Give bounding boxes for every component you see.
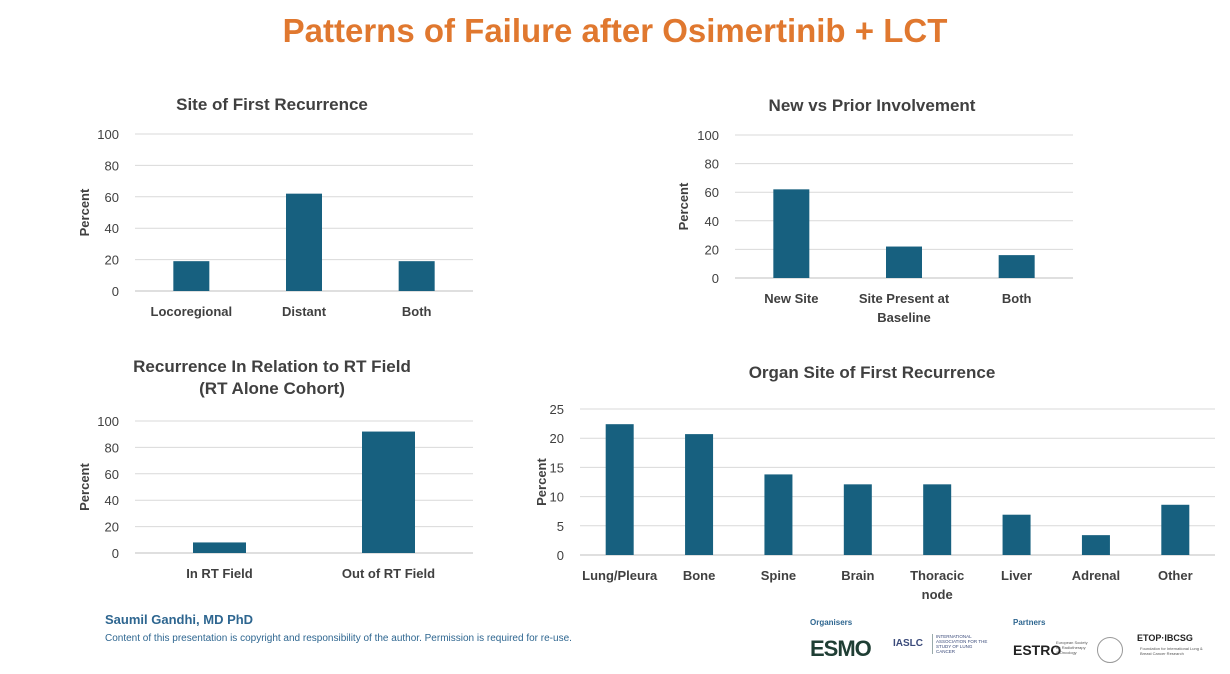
y-tick-label: 0 [557, 548, 564, 563]
bar [1002, 514, 1031, 555]
y-tick-label: 100 [697, 128, 719, 143]
y-tick-label: 60 [105, 467, 119, 482]
category-label: Distant [282, 304, 327, 319]
bar [773, 189, 810, 278]
y-tick-label: 40 [105, 493, 119, 508]
y-tick-label: 80 [705, 157, 719, 172]
y-axis-label: Percent [77, 188, 92, 236]
estro-subtitle: European Society for Radiotherapy & Onco… [1056, 640, 1088, 655]
bar [173, 261, 210, 291]
y-axis-label: Percent [676, 182, 691, 230]
chart-title-line: Recurrence In Relation to RT Field [133, 357, 411, 376]
category-label: Other [1158, 568, 1193, 583]
bar [362, 431, 415, 553]
iaslc-subtitle: INTERNATIONAL ASSOCIATION FOR THE STUDY … [932, 634, 991, 654]
y-tick-label: 40 [105, 221, 119, 236]
organisers-label: Organisers [810, 618, 853, 627]
bar [398, 261, 435, 291]
bar [843, 484, 872, 555]
y-tick-label: 0 [712, 271, 719, 286]
bar [605, 424, 634, 555]
bar [764, 474, 793, 555]
category-label: Locoregional [151, 304, 233, 319]
y-tick-label: 100 [97, 414, 119, 429]
etop-subtitle: Foundation for International Lung & Brea… [1140, 646, 1203, 656]
y-tick-label: 25 [550, 402, 564, 417]
y-tick-label: 80 [105, 440, 119, 455]
category-label: Out of RT Field [342, 566, 435, 581]
bar [886, 246, 922, 278]
chart-title-line: (RT Alone Cohort) [199, 379, 345, 398]
y-tick-label: 20 [105, 253, 119, 268]
y-axis-label: Percent [77, 462, 92, 510]
y-tick-label: 0 [112, 284, 119, 299]
category-label: Bone [683, 568, 716, 583]
category-label: node [922, 587, 953, 602]
y-tick-label: 5 [557, 519, 564, 534]
bar [923, 484, 952, 555]
etop-ibcsg-logo: ETOP·IBCSG [1137, 633, 1193, 643]
category-label: Site Present at [859, 291, 950, 306]
y-tick-label: 10 [550, 490, 564, 505]
y-tick-label: 20 [105, 520, 119, 535]
y-tick-label: 20 [705, 242, 719, 257]
partner-round-logo-icon [1097, 637, 1123, 663]
category-label: In RT Field [186, 566, 253, 581]
y-tick-label: 40 [705, 214, 719, 229]
y-tick-label: 60 [705, 185, 719, 200]
category-label: Spine [761, 568, 796, 583]
partners-label: Partners [1013, 618, 1046, 627]
y-tick-label: 0 [112, 546, 119, 561]
y-tick-label: 20 [550, 431, 564, 446]
y-tick-label: 100 [97, 127, 119, 142]
slide-title: Patterns of Failure after Osimertinib + … [282, 12, 948, 49]
y-axis-label: Percent [534, 457, 549, 505]
category-label: Thoracic [910, 568, 964, 583]
category-label: Brain [841, 568, 874, 583]
category-label: Both [402, 304, 432, 319]
category-label: Liver [1001, 568, 1032, 583]
iaslc-logo: IASLC [893, 638, 923, 649]
chart-title-line: New vs Prior Involvement [769, 96, 976, 115]
chart-title-line: Organ Site of First Recurrence [749, 363, 996, 382]
bar [193, 542, 246, 553]
esmo-logo: ESMO [810, 636, 872, 661]
category-label: New Site [764, 291, 818, 306]
bar [998, 255, 1035, 278]
category-label: Adrenal [1072, 568, 1120, 583]
bar [685, 434, 714, 555]
chart-title-line: Site of First Recurrence [176, 95, 368, 114]
estro-logo: ESTRO [1013, 642, 1062, 658]
copyright-notice: Content of this presentation is copyrigh… [105, 633, 572, 644]
category-label: Baseline [877, 310, 930, 325]
category-label: Lung/Pleura [582, 568, 658, 583]
bar [1081, 535, 1110, 555]
bar [1161, 504, 1190, 555]
y-tick-label: 15 [550, 460, 564, 475]
author-name: Saumil Gandhi, MD PhD [105, 612, 254, 627]
category-label: Both [1002, 291, 1032, 306]
y-tick-label: 60 [105, 190, 119, 205]
y-tick-label: 80 [105, 158, 119, 173]
bar [286, 193, 322, 291]
